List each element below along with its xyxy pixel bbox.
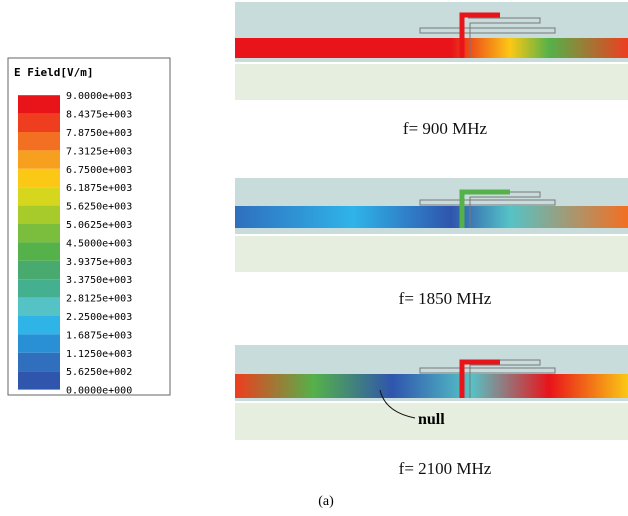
color-swatch bbox=[18, 260, 60, 280]
color-swatch bbox=[18, 224, 60, 243]
antenna-field bbox=[459, 12, 500, 58]
field-strip bbox=[235, 374, 628, 398]
color-swatch bbox=[18, 242, 60, 261]
antenna bbox=[419, 359, 556, 398]
color-swatch bbox=[18, 113, 60, 132]
caption: f= 1850 MHz bbox=[399, 289, 492, 308]
field-strip bbox=[235, 38, 628, 58]
ground bbox=[235, 236, 628, 272]
legend-label: 5.0625e+003 bbox=[66, 220, 132, 231]
legend-label: 2.2500e+003 bbox=[66, 312, 132, 323]
color-swatch bbox=[18, 316, 60, 335]
legend-label: 6.7500e+003 bbox=[66, 165, 132, 176]
annotation-arrow bbox=[379, 389, 416, 419]
annotation: null bbox=[418, 411, 445, 428]
caption: f= 2100 MHz bbox=[399, 459, 492, 478]
antenna-field bbox=[459, 359, 500, 398]
panel: f= 1850 MHz bbox=[235, 178, 628, 308]
legend-label: 2.8125e+003 bbox=[66, 294, 132, 305]
field-strip bbox=[235, 206, 628, 228]
color-swatch bbox=[18, 279, 60, 298]
legend-label: 3.3750e+003 bbox=[66, 275, 132, 286]
antenna-field bbox=[459, 189, 510, 228]
color-swatch bbox=[18, 352, 60, 372]
color-swatch bbox=[18, 205, 60, 224]
figure-label: (a) bbox=[318, 494, 334, 509]
panel: null f= 2100 MHz bbox=[235, 345, 628, 478]
color-swatch bbox=[18, 132, 60, 151]
legend-label: 1.1250e+003 bbox=[66, 349, 132, 360]
legend-label: 5.6250e+003 bbox=[66, 202, 132, 213]
legend-label: 1.6875e+003 bbox=[66, 330, 132, 341]
legend-label: 6.1875e+003 bbox=[66, 183, 132, 194]
legend-label: 8.4375e+003 bbox=[66, 110, 132, 121]
color-swatch bbox=[18, 187, 60, 206]
antenna bbox=[419, 17, 556, 58]
color-swatch bbox=[18, 150, 60, 169]
ground bbox=[235, 64, 628, 100]
legend-label: 9.0000e+003 bbox=[66, 91, 132, 102]
legend-label: 7.3125e+003 bbox=[66, 146, 132, 157]
legend-label: 4.5000e+003 bbox=[66, 238, 132, 249]
panel: f= 900 MHz bbox=[235, 2, 628, 138]
legend-label: 3.9375e+003 bbox=[66, 257, 132, 268]
color-swatch bbox=[18, 371, 60, 390]
legend-label: 0.0000e+000 bbox=[66, 386, 132, 397]
color-swatch bbox=[18, 95, 60, 114]
caption: f= 900 MHz bbox=[403, 119, 488, 138]
color-swatch bbox=[18, 334, 60, 353]
ground bbox=[235, 403, 628, 440]
legend-title: E Field[V/m] bbox=[14, 66, 93, 79]
legend-label: 7.8750e+003 bbox=[66, 128, 132, 139]
antenna bbox=[419, 191, 556, 228]
color-swatch bbox=[18, 168, 60, 188]
legend-label: 5.6250e+002 bbox=[66, 367, 132, 378]
legend: E Field[V/m] 9.0000e+003 8.4375e+003 7.875… bbox=[7, 57, 171, 397]
color-swatch bbox=[18, 297, 60, 316]
